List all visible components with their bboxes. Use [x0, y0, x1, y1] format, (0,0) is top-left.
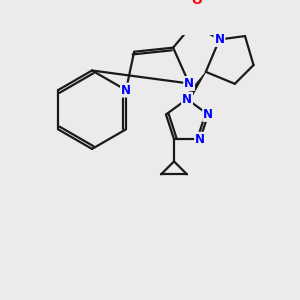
Text: N: N: [214, 33, 224, 46]
Text: N: N: [121, 84, 131, 97]
Text: N: N: [195, 133, 205, 146]
Text: N: N: [203, 108, 213, 121]
Text: N: N: [184, 77, 194, 90]
Polygon shape: [184, 72, 206, 101]
Text: O: O: [192, 0, 202, 7]
Text: N: N: [182, 93, 192, 106]
